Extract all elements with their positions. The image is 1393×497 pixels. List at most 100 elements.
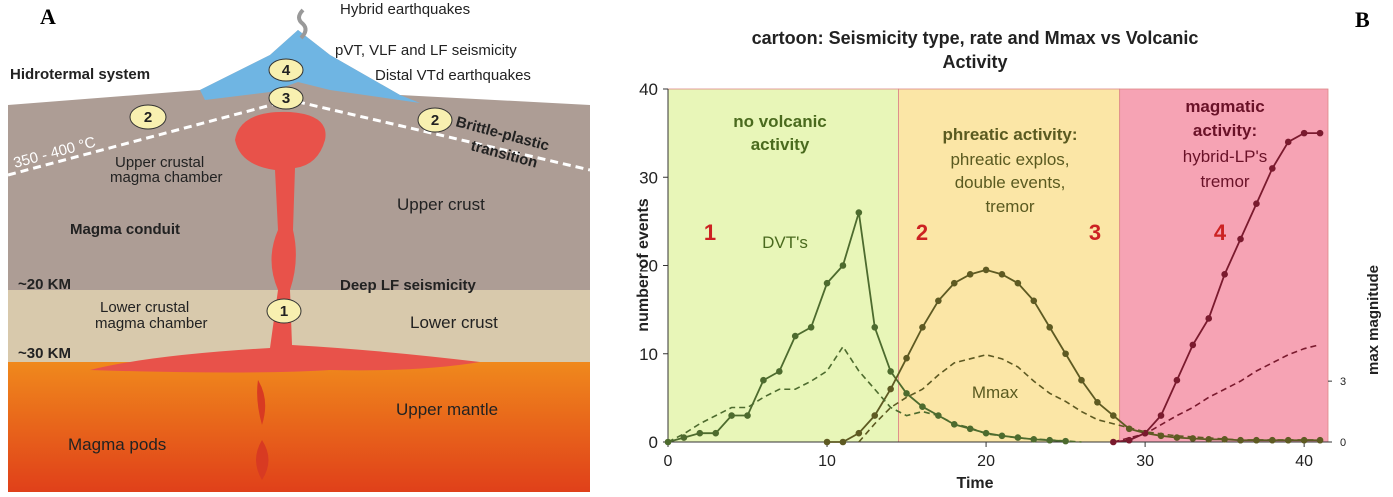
data-point — [935, 298, 942, 305]
data-point — [840, 262, 847, 269]
data-point — [1269, 165, 1276, 172]
annotation: DVT's — [762, 233, 808, 252]
data-point — [1221, 271, 1228, 278]
data-point — [1205, 315, 1212, 322]
data-point — [967, 271, 974, 278]
data-point — [1237, 236, 1244, 243]
data-point — [1046, 324, 1053, 331]
annotation: hybrid-LP's — [1183, 147, 1268, 166]
data-point — [1301, 130, 1308, 137]
upper-mantle-layer — [8, 360, 590, 492]
y-tick-label: 40 — [639, 80, 658, 99]
data-point — [824, 439, 831, 446]
data-point — [1110, 412, 1117, 419]
diagram-label: Magma conduit — [70, 221, 180, 238]
data-point — [1253, 200, 1260, 207]
data-point — [919, 403, 926, 410]
panel-label: B — [1355, 7, 1370, 32]
diagram-label: Lower crust — [410, 313, 498, 332]
data-point — [776, 368, 783, 375]
annotation: activity — [751, 135, 810, 154]
diagram-label: Upper mantle — [396, 400, 498, 419]
data-point — [1158, 412, 1165, 419]
diagram-label: Deep LF seismicity — [340, 277, 477, 294]
annotation: magmatic — [1185, 97, 1264, 116]
annotation: activity: — [1193, 121, 1257, 140]
y2-axis-label: max magnitude — [1365, 265, 1382, 375]
data-point — [999, 271, 1006, 278]
y2-tick-label: 3 — [1340, 376, 1346, 388]
marker-label: 2 — [144, 109, 152, 126]
marker-label: 2 — [431, 112, 439, 129]
data-point — [808, 324, 815, 331]
diagram: A Hybrid earthquakes pVT, VLF and LF sei… — [8, 1, 590, 492]
data-point — [1174, 377, 1181, 384]
data-point — [1205, 436, 1212, 443]
diagram-label: Distal VTd earthquakes — [375, 67, 531, 84]
annotation: Mmax — [972, 383, 1019, 402]
annotation: 3 — [1089, 220, 1101, 245]
data-point — [1015, 280, 1022, 287]
data-point — [871, 324, 878, 331]
diagram-label: pVT, VLF and LF seismicity — [335, 42, 517, 59]
annotation: 4 — [1214, 220, 1227, 245]
data-point — [728, 412, 735, 419]
x-tick-label: 40 — [1295, 453, 1313, 470]
data-point — [903, 355, 910, 362]
x-tick-label: 10 — [818, 453, 836, 470]
data-point — [712, 430, 719, 437]
data-point — [760, 377, 767, 384]
annotation: 2 — [916, 220, 928, 245]
diagram-label: Upper crust — [397, 195, 485, 214]
figure: A Hybrid earthquakes pVT, VLF and LF sei… — [0, 0, 1393, 492]
data-point — [887, 386, 894, 393]
diagram-label: Lower crustal — [100, 299, 189, 316]
annotation: tremor — [985, 197, 1034, 216]
chart-title: cartoon: Seismicity type, rate and Mmax … — [752, 28, 1199, 48]
chart-title: Activity — [942, 52, 1007, 72]
diagram-label: ~20 KM — [18, 276, 71, 293]
diagram-label: Magma pods — [68, 435, 166, 454]
marker-label: 1 — [280, 303, 288, 320]
y-tick-label: 30 — [639, 168, 658, 187]
annotation: no volcanic — [733, 112, 827, 131]
data-point — [903, 390, 910, 397]
y-axis-label: number of events — [635, 198, 652, 331]
data-point — [951, 280, 958, 287]
data-point — [1190, 342, 1197, 349]
data-point — [824, 280, 831, 287]
data-point — [856, 209, 863, 216]
data-point — [792, 333, 799, 340]
data-point — [1094, 399, 1101, 406]
data-point — [887, 368, 894, 375]
data-point — [919, 324, 926, 331]
annotation: 1 — [704, 220, 716, 245]
data-point — [1062, 350, 1069, 357]
data-point — [1078, 377, 1085, 384]
x-axis-label: Time — [956, 475, 993, 492]
data-point — [983, 267, 990, 274]
marker-label: 3 — [282, 90, 290, 107]
y-tick-label: 0 — [649, 433, 658, 452]
x-tick-label: 30 — [1136, 453, 1154, 470]
x-tick-label: 20 — [977, 453, 995, 470]
data-point — [1030, 298, 1037, 305]
panel-label: A — [40, 4, 56, 29]
x-tick-label: 0 — [664, 453, 673, 470]
diagram-label: magma chamber — [95, 315, 208, 332]
data-point — [840, 439, 847, 446]
marker-label: 4 — [282, 62, 291, 79]
annotation: tremor — [1200, 172, 1249, 191]
annotation: phreatic explos, — [950, 150, 1069, 169]
data-point — [697, 430, 704, 437]
data-point — [856, 430, 863, 437]
diagram-label: magma chamber — [110, 169, 223, 186]
diagram-label: Hybrid earthquakes — [340, 1, 470, 18]
data-point — [1285, 139, 1292, 146]
diagram-label: Hidrotermal system — [10, 66, 150, 83]
data-point — [744, 412, 751, 419]
annotation: double events, — [955, 173, 1066, 192]
diagram-label: ~30 KM — [18, 345, 71, 362]
annotation: phreatic activity: — [942, 125, 1077, 144]
